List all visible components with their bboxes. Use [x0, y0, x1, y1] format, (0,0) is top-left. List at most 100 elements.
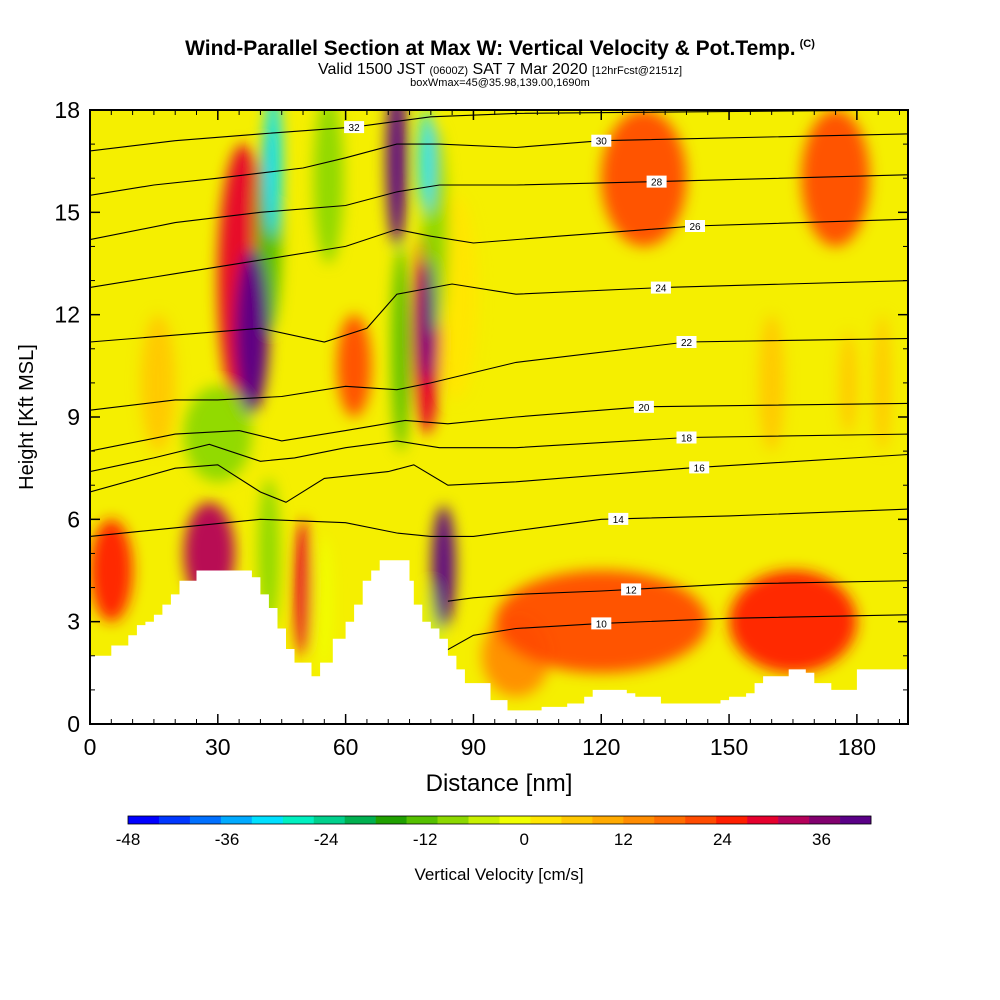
- isentrope-line: [90, 402, 908, 452]
- colorbar-swatch: [468, 816, 500, 824]
- colorbar-swatch: [375, 816, 407, 824]
- colorbar-swatch: [313, 816, 346, 824]
- velocity-field: [90, 110, 908, 724]
- colorbar-swatch: [561, 816, 593, 824]
- colorbar-swatch: [685, 816, 717, 824]
- forecast-info: [12hrFcst@2151z]: [591, 65, 682, 77]
- x-tick-label: 0: [84, 734, 97, 760]
- svg-text:26: 26: [689, 222, 701, 233]
- velocity-cell: [801, 110, 870, 247]
- velocity-cell: [183, 386, 252, 482]
- colorbar-tick-label: -12: [413, 830, 438, 849]
- valid-zulu: (0600Z): [429, 65, 469, 77]
- x-tick-label: 150: [710, 734, 748, 760]
- isentrope-label: 12: [621, 583, 642, 596]
- colorbar-swatch: [530, 816, 562, 824]
- velocity-cell: [234, 249, 269, 414]
- y-tick-label: 6: [67, 506, 80, 532]
- colorbar-frame: [127, 815, 872, 825]
- colorbar-tick-label: 24: [713, 830, 732, 849]
- isentrope-line: [90, 280, 908, 343]
- colorbar-swatch: [747, 816, 779, 824]
- colorbar-swatch: [220, 816, 253, 824]
- colorbar-tick-label: -36: [215, 830, 240, 849]
- isentrope-line: [90, 337, 908, 411]
- copyright-mark: (C): [799, 38, 815, 50]
- isentrope-line: [90, 174, 908, 241]
- colorbar-swatch: [499, 816, 531, 824]
- velocity-cell: [729, 570, 857, 673]
- y-axis-label: Height [Kft MSL]: [16, 344, 38, 490]
- isentrope-label: 30: [591, 134, 612, 148]
- colorbar-swatch: [623, 816, 655, 824]
- velocity-cell: [431, 505, 456, 629]
- isentrope-line: [447, 580, 908, 602]
- velocity-cell: [601, 110, 687, 247]
- velocity-cell: [391, 246, 411, 452]
- svg-text:28: 28: [651, 178, 663, 189]
- colorbar-swatch: [158, 816, 191, 824]
- isentrope-label: 22: [676, 336, 697, 349]
- velocity-cell: [90, 519, 133, 622]
- colorbar-swatch: [251, 816, 284, 824]
- chart-title-text: Wind-Parallel Section at Max W: Vertical…: [185, 37, 796, 60]
- x-tick-label: 180: [838, 734, 876, 760]
- y-tick-label: 3: [67, 609, 80, 635]
- isentrope-line: [90, 433, 908, 473]
- svg-text:30: 30: [596, 137, 608, 148]
- colorbar-swatch: [778, 816, 810, 824]
- svg-text:20: 20: [638, 403, 650, 414]
- colorbar-tick-label: -24: [314, 830, 339, 849]
- y-tick-label: 9: [67, 404, 80, 430]
- svg-text:10: 10: [596, 619, 608, 630]
- colorbar-tick-label: 12: [614, 830, 633, 849]
- box-info-line: boxWmax=45@35.98,139.00,1690m: [410, 77, 590, 89]
- svg-text:14: 14: [613, 515, 625, 526]
- colorbar-tick-label: -48: [116, 830, 141, 849]
- isentrope-line: [90, 218, 908, 288]
- colorbar-swatch: [406, 816, 438, 824]
- colorbar-swatch: [128, 816, 160, 824]
- chart-title: Wind-Parallel Section at Max W: Vertical…: [0, 37, 1000, 61]
- isentrope-label: 14: [608, 512, 629, 526]
- valid-date: SAT 7 Mar 2020: [472, 61, 588, 78]
- isentrope-label: 20: [633, 400, 654, 414]
- x-tick-label: 90: [461, 734, 487, 760]
- svg-text:18: 18: [681, 434, 693, 445]
- velocity-cell: [294, 519, 312, 656]
- colorbar-swatch: [809, 816, 841, 824]
- colorbar-tick-label: 0: [520, 830, 529, 849]
- isentrope-label: 32: [344, 121, 365, 134]
- valid-prefix: Valid 1500 JST: [318, 61, 426, 78]
- colorbar-swatch: [344, 816, 376, 824]
- y-tick-label: 12: [54, 302, 80, 328]
- isentrope-line: [90, 453, 908, 503]
- velocity-cell: [758, 314, 785, 452]
- svg-text:22: 22: [681, 338, 693, 349]
- colorbar-swatch: [716, 816, 748, 824]
- velocity-cell: [386, 110, 408, 247]
- y-tick-label: 15: [54, 199, 80, 225]
- colorbar-swatch: [282, 816, 315, 824]
- x-tick-label: 120: [582, 734, 620, 760]
- svg-text:32: 32: [349, 123, 361, 134]
- isentrope-label: 26: [685, 220, 705, 233]
- isentrope-label: 16: [689, 461, 710, 474]
- isentrope-line: [90, 508, 908, 537]
- velocity-cell: [258, 478, 280, 629]
- isentrope-line: [430, 614, 908, 660]
- isentrope-label: 24: [650, 281, 671, 295]
- x-tick-label: 60: [333, 734, 359, 760]
- velocity-cell: [315, 536, 333, 673]
- svg-text:12: 12: [626, 585, 638, 596]
- velocity-cell: [141, 314, 176, 452]
- x-tick-label: 30: [205, 734, 231, 760]
- velocity-cell: [418, 110, 435, 213]
- isentrope-label: 18: [676, 431, 697, 445]
- colorbar: -48 -36 -24 -12 0 12 24 36: [116, 815, 872, 849]
- colorbar-tick-label: 36: [812, 830, 831, 849]
- colorbar-swatch: [840, 816, 872, 824]
- velocity-cell: [418, 260, 435, 383]
- y-tick-label: 18: [54, 97, 80, 123]
